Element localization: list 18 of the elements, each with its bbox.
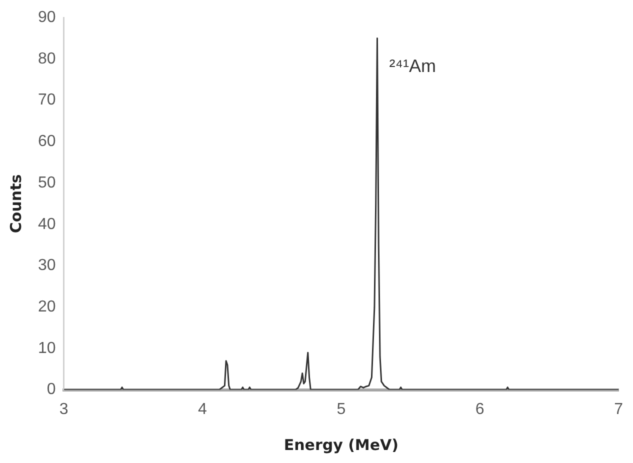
x-tick-label: 5 <box>336 400 346 418</box>
y-tick-label: 0 <box>46 381 56 398</box>
y-axis-title: Counts <box>6 174 25 234</box>
annotation: ²⁴¹Am <box>389 56 436 76</box>
y-tick-label: 30 <box>38 257 56 274</box>
y-tick-label: 70 <box>38 92 56 109</box>
y-tick-label: 50 <box>38 174 56 192</box>
y-tick-label: 40 <box>38 216 56 233</box>
x-tick-label: 7 <box>614 400 624 418</box>
x-axis-title: Energy (MeV) <box>284 436 398 454</box>
x-tick-label: 6 <box>475 400 484 418</box>
y-tick-label: 90 <box>38 9 56 26</box>
y-tick-label: 20 <box>38 298 56 316</box>
y-tick-label: 60 <box>38 133 56 150</box>
y-tick-label: 10 <box>38 340 56 357</box>
x-tick-label: 4 <box>198 400 208 418</box>
x-tick-label: 3 <box>59 400 68 418</box>
y-tick-label: 80 <box>38 50 56 68</box>
